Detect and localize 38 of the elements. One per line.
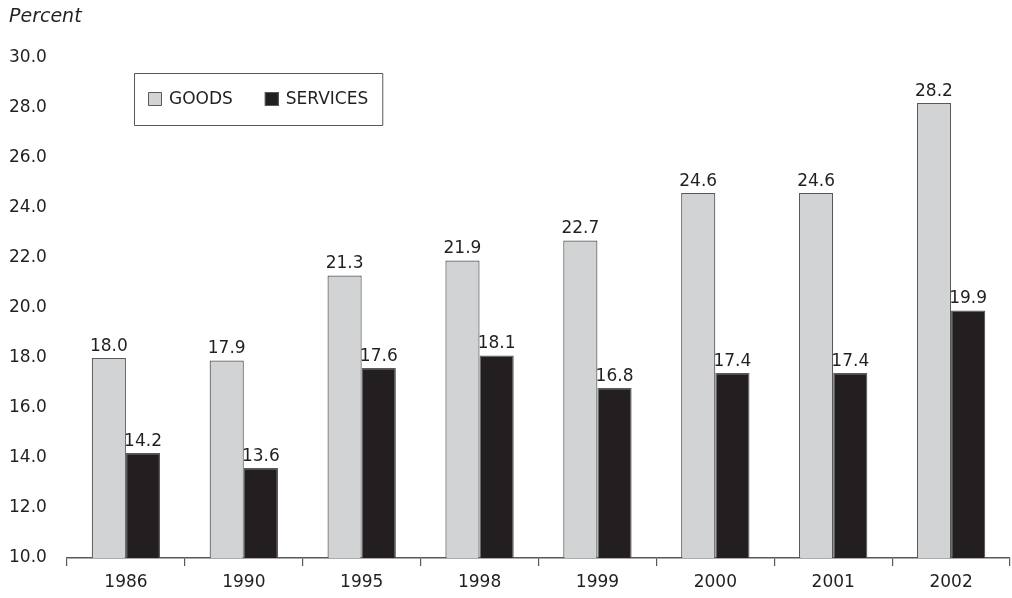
data-label: 18.1 — [477, 332, 516, 353]
legend-label: GOODS — [169, 88, 233, 109]
x-tick-label: 1986 — [104, 570, 148, 591]
y-tick-label: 22.0 — [9, 246, 47, 267]
y-axis-title: Percent — [9, 4, 82, 26]
data-label: 22.7 — [561, 217, 600, 238]
y-tick-label: 30.0 — [9, 46, 47, 67]
y-tick-label: 20.0 — [9, 296, 47, 317]
y-tick-label: 28.0 — [9, 96, 47, 117]
y-tick-label: 18.0 — [9, 346, 47, 367]
data-label: 21.3 — [325, 252, 364, 273]
x-tick-label: 1990 — [222, 570, 266, 591]
data-label: 21.9 — [443, 237, 482, 258]
legend-label: SERVICES — [285, 88, 369, 109]
x-tick-label: 2002 — [929, 570, 973, 591]
data-label: 14.2 — [124, 429, 162, 450]
data-label: 18.0 — [89, 334, 128, 355]
x-tick-label: 2001 — [811, 570, 855, 591]
data-label: 24.6 — [797, 169, 836, 190]
data-label: 13.6 — [241, 444, 280, 465]
y-tick-label: 14.0 — [9, 446, 47, 467]
y-tick-label: 16.0 — [9, 396, 47, 417]
data-label: 16.8 — [595, 364, 634, 385]
data-label: 28.2 — [915, 79, 953, 100]
data-label: 17.4 — [831, 349, 870, 370]
x-tick-label: 1999 — [575, 570, 620, 591]
data-label: 17.4 — [713, 349, 752, 370]
y-tick-label: 26.0 — [9, 146, 47, 167]
data-label: 24.6 — [679, 169, 718, 190]
data-label: 19.9 — [949, 287, 988, 308]
y-tick-label: 10.0 — [9, 546, 47, 567]
x-tick-label: 2000 — [693, 570, 737, 591]
y-tick-label: 24.0 — [9, 196, 47, 217]
y-tick-label: 12.0 — [9, 496, 47, 517]
data-label: 17.9 — [207, 337, 246, 358]
data-label: 17.6 — [359, 344, 398, 365]
x-tick-label: 1995 — [340, 570, 384, 591]
x-tick-label: 1998 — [457, 570, 502, 591]
